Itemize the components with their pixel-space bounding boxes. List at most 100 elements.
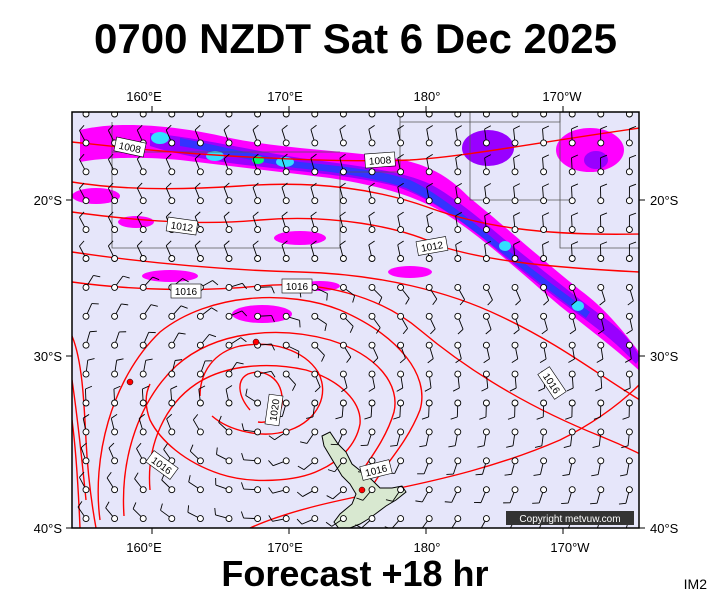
wind-barb [482, 240, 492, 262]
wind-barb [625, 154, 637, 176]
wind-barb [414, 515, 433, 528]
wind-barb [252, 240, 262, 262]
wind-barb [136, 153, 147, 176]
wind-barb [136, 211, 147, 234]
wind-barb [111, 275, 130, 291]
wind-barb [561, 486, 576, 505]
image-code-label: IM2 [683, 576, 707, 592]
wind-barb [368, 124, 376, 147]
isobar-label: 1016 [286, 282, 309, 293]
wind-barb [568, 341, 576, 363]
wind-barb [168, 359, 183, 378]
wind-barb [368, 370, 376, 392]
lon-label-bottom: 170°W [550, 540, 590, 555]
lat-label-left: 30°S [34, 349, 63, 364]
wind-barb [425, 154, 433, 176]
wind-barb [139, 358, 153, 378]
map-frame [71, 111, 640, 529]
wind-barb [539, 341, 548, 363]
wind-barb [254, 112, 262, 118]
wind-barb [223, 182, 233, 205]
wind-barb [310, 124, 319, 147]
wind-barb [482, 154, 492, 176]
wind-barb [454, 283, 465, 306]
wind-barb [482, 312, 492, 335]
isobar-label: 1008 [369, 155, 392, 168]
wind-barb [397, 240, 405, 262]
wind-barb [339, 370, 348, 393]
wind-barb [540, 312, 548, 335]
isobar-label: 1016 [175, 287, 198, 298]
wind-barb [568, 154, 579, 176]
wind-barb [568, 283, 578, 306]
wind-barb [339, 283, 356, 303]
wind-barb [252, 182, 262, 205]
wind-barb [482, 183, 492, 205]
wind-barb [139, 276, 160, 291]
wind-barb [511, 125, 521, 147]
wind-barb [218, 415, 233, 436]
wind-barb [245, 388, 262, 407]
wind-barb [223, 211, 233, 234]
wind-barb [568, 112, 576, 118]
wind-barb [196, 360, 213, 378]
wind-barb [196, 333, 217, 349]
isobar-label: 1020 [268, 398, 282, 422]
wind-barb [596, 341, 605, 363]
wind-barb [568, 125, 579, 147]
isobar-labels: 1008 1008 1012 1012 1016 1016 1016 1016 [113, 136, 567, 481]
wind-barb [254, 370, 276, 378]
wind-barb [339, 240, 347, 262]
wind-barb [296, 515, 319, 525]
wind-barb [136, 240, 147, 262]
wind-barb [397, 112, 405, 118]
wind-barb [311, 312, 327, 331]
wind-barb [425, 182, 433, 205]
wind-barb [452, 370, 462, 392]
wind-barb [534, 428, 548, 448]
wind-barb [106, 472, 119, 494]
wind-barb [107, 211, 119, 234]
wind-barb [511, 183, 521, 205]
wind-barb [80, 442, 90, 465]
wind-barb [482, 212, 492, 234]
wind-barb [480, 515, 490, 528]
wind-barb [566, 370, 576, 392]
wind-barb [624, 341, 633, 363]
wind-barb [446, 457, 462, 475]
wind-barb [421, 399, 433, 420]
wind-barb [339, 112, 347, 118]
pressure-markers [126, 338, 366, 494]
lat-label-left: 40°S [34, 521, 63, 536]
wind-barb [240, 511, 262, 523]
wind-barb [448, 428, 462, 448]
wind-barb [454, 154, 462, 176]
wind-barb [625, 112, 633, 118]
wind-barb [168, 112, 176, 118]
wind-barb [511, 212, 521, 234]
wind-barb [223, 153, 233, 176]
wind-barb [511, 112, 519, 118]
wind-barb [79, 211, 90, 234]
wind-barb [311, 112, 319, 118]
wind-barb [161, 473, 176, 494]
wind-barb [620, 457, 633, 477]
wind-barb [111, 303, 129, 320]
wind-barb [111, 358, 124, 378]
wind-barb [281, 240, 290, 262]
wind-barb [325, 515, 347, 527]
wind-barb [618, 486, 633, 505]
latitude-axis-left: 20°S 30°S 40°S [34, 193, 63, 536]
wind-barb [568, 312, 577, 335]
wind-barb [196, 112, 204, 118]
wind-barb [509, 370, 519, 392]
wind-barb [311, 283, 328, 301]
wind-barb [189, 444, 204, 465]
wind-barb [621, 428, 633, 449]
wind-barb [165, 240, 176, 262]
forecast-lead-label: Forecast +18 hr [221, 553, 489, 594]
wind-barb [568, 241, 579, 262]
wind-barb [330, 428, 347, 446]
wind-barb [540, 154, 550, 176]
wind-barb [196, 307, 218, 320]
